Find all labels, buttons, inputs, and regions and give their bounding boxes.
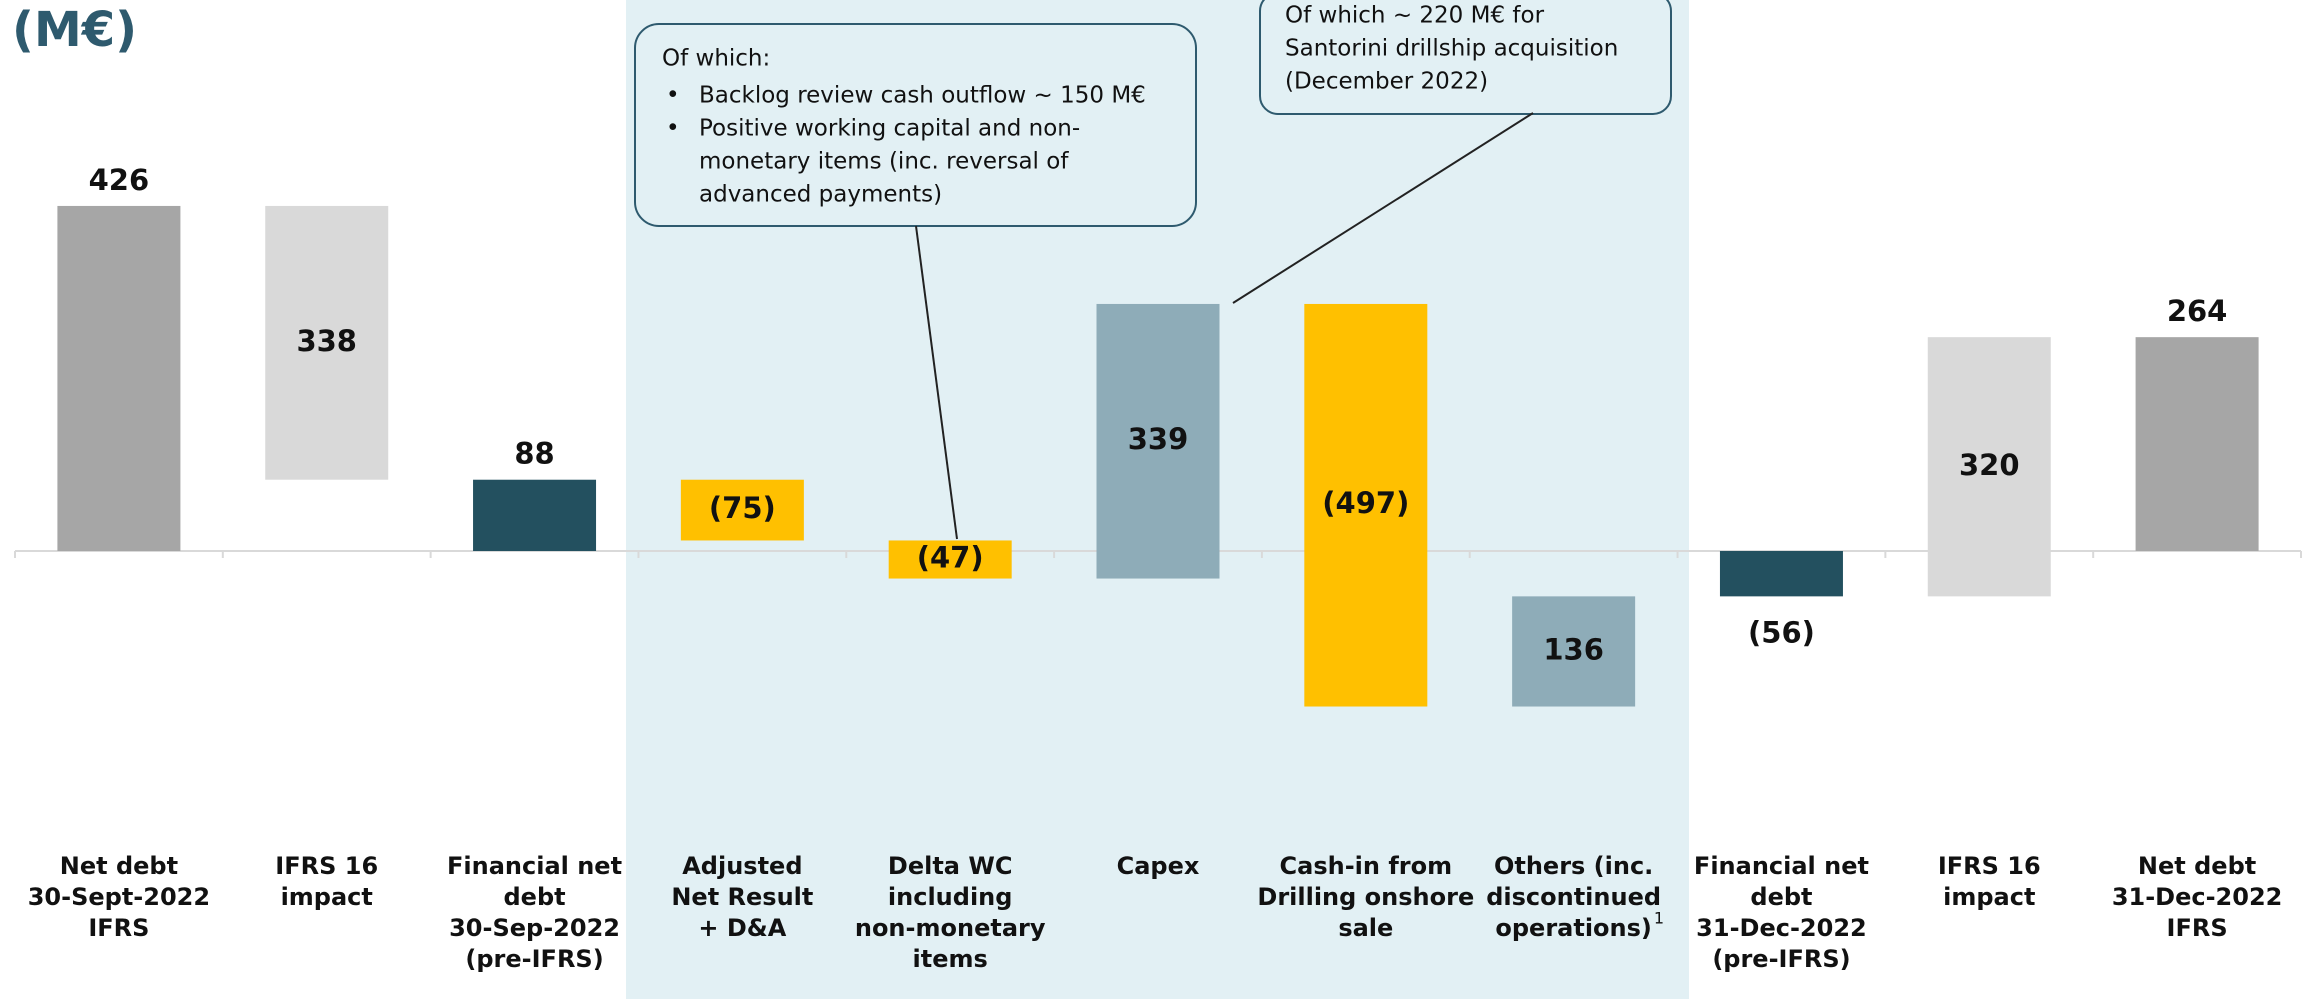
x-tick-label: items — [913, 945, 988, 973]
x-tick-label: 30-Sept-2022 — [28, 883, 210, 911]
x-tick-label: 31-Dec-2022 — [1696, 914, 1867, 942]
callout-text: monetary items (inc. reversal of — [699, 149, 1069, 175]
x-tick-label: Net debt — [2138, 852, 2256, 880]
x-tick-label: Drilling onshore — [1257, 883, 1474, 911]
x-tick-label: Adjusted — [682, 852, 802, 880]
x-tick-label: IFRS 16 — [275, 852, 378, 880]
x-tick-label: Financial net — [447, 852, 622, 880]
value-label: (47) — [917, 541, 984, 575]
x-tick-label: Capex — [1117, 852, 1200, 880]
x-tick-label: debt — [1750, 883, 1812, 911]
bar — [2135, 337, 2259, 551]
x-tick-label: including — [888, 883, 1013, 911]
x-tick-label: (pre-IFRS) — [465, 945, 603, 973]
x-tick-label: impact — [281, 883, 373, 911]
value-label: 320 — [1959, 448, 2020, 482]
x-tick-label: 31-Dec-2022 — [2112, 883, 2283, 911]
callout-line — [915, 225, 958, 540]
bar — [888, 540, 1012, 579]
x-tick-label: Delta WC — [888, 852, 1013, 880]
callout-text: Backlog review cash outflow ~ 150 M€ — [699, 83, 1146, 109]
callout-line — [1232, 112, 1534, 304]
callout-text: advanced payments) — [699, 182, 942, 208]
callout-box — [1259, 0, 1672, 115]
x-tick-label: IFRS — [2167, 914, 2228, 942]
x-tick-label: Cash-in from — [1280, 852, 1453, 880]
value-label: (75) — [709, 491, 776, 525]
x-tick-label: debt — [503, 883, 565, 911]
bar — [1096, 303, 1220, 579]
bar — [473, 479, 597, 551]
x-tick-label: 30-Sep-2022 — [449, 914, 620, 942]
bar — [1512, 596, 1636, 707]
bar — [1304, 303, 1428, 707]
callout-bullet: • — [666, 116, 680, 142]
x-tick-label: IFRS — [88, 914, 149, 942]
callout-text: Positive working capital and non- — [699, 116, 1080, 142]
value-label: 338 — [296, 324, 357, 358]
callout-box — [634, 23, 1197, 227]
x-tick-label: IFRS 16 — [1938, 852, 2041, 880]
value-label: 426 — [89, 163, 150, 197]
x-tick-label: operations) — [1495, 914, 1652, 942]
callout-text: Of which ~ 220 M€ for — [1285, 3, 1545, 29]
value-label: (56) — [1748, 615, 1815, 649]
x-tick-label: (pre-IFRS) — [1712, 945, 1850, 973]
value-label: 88 — [514, 437, 554, 471]
x-tick-label: Net Result — [671, 883, 813, 911]
callout-heading: Of which: — [662, 46, 770, 72]
x-tick-label: impact — [1943, 883, 2035, 911]
callout-text: (December 2022) — [1285, 69, 1488, 95]
bar — [57, 205, 181, 551]
bar — [1927, 337, 2051, 597]
bar — [680, 479, 804, 541]
x-tick-label: Net debt — [60, 852, 178, 880]
value-label: (497) — [1322, 486, 1409, 520]
footnote-mark: 1 — [1654, 909, 1664, 928]
value-label: 136 — [1543, 632, 1604, 666]
callout-text: Santorini drillship acquisition — [1285, 36, 1618, 62]
x-tick-label: sale — [1338, 914, 1393, 942]
x-tick-label: discontinued — [1486, 883, 1661, 911]
x-tick-label: non-monetary — [855, 914, 1046, 942]
value-label: 264 — [2167, 294, 2228, 328]
x-tick-label: + D&A — [698, 914, 786, 942]
bar — [265, 205, 389, 480]
bar — [1719, 551, 1843, 597]
x-tick-label: Financial net — [1694, 852, 1869, 880]
value-label: 339 — [1128, 422, 1189, 456]
callout-bullet: • — [666, 83, 680, 109]
x-tick-label: Others (inc. — [1494, 852, 1653, 880]
chart-title: (M€) — [12, 2, 137, 58]
